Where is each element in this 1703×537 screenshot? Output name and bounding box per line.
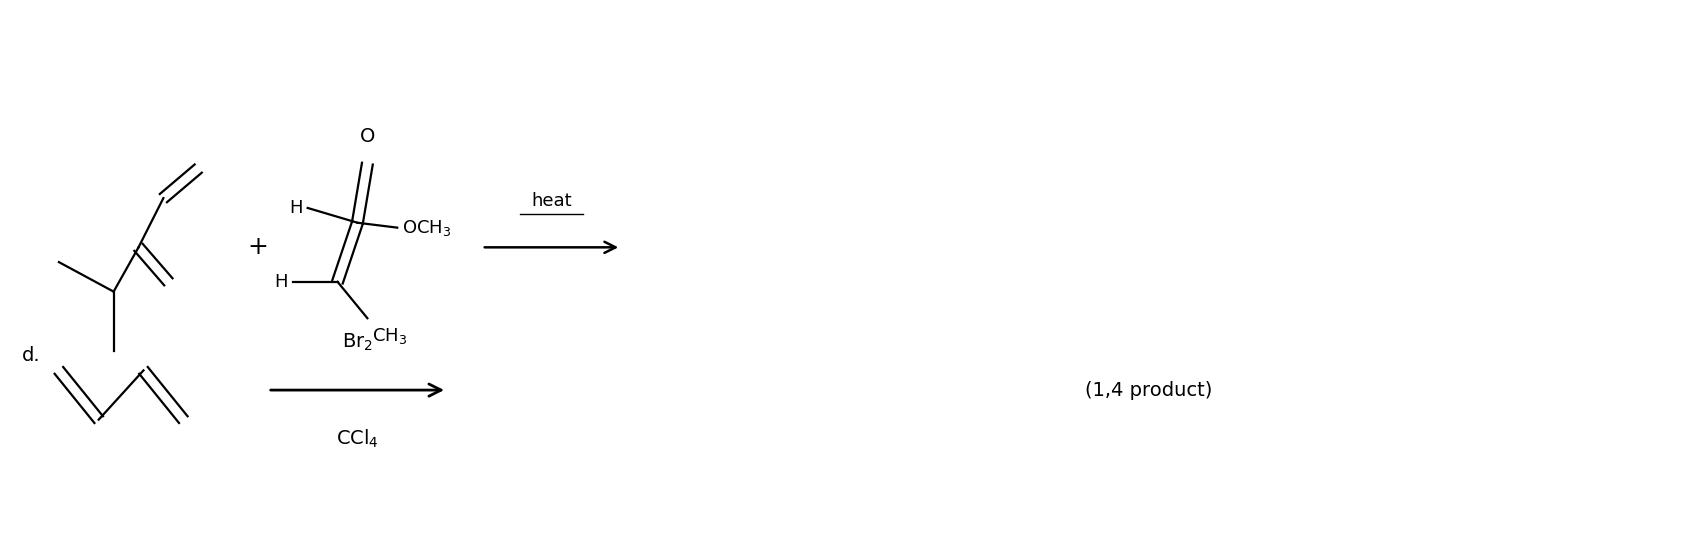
Text: H: H	[290, 199, 303, 217]
Text: (1,4 product): (1,4 product)	[1085, 381, 1213, 400]
Text: +: +	[247, 235, 269, 259]
Text: H: H	[274, 273, 288, 291]
Text: OCH$_3$: OCH$_3$	[402, 217, 451, 238]
Text: d.: d.	[22, 346, 41, 365]
Text: O: O	[359, 127, 375, 146]
Text: CH$_3$: CH$_3$	[373, 326, 407, 346]
Text: Br$_2$: Br$_2$	[342, 331, 373, 353]
Text: CCl$_4$: CCl$_4$	[335, 427, 378, 450]
Text: heat: heat	[531, 192, 572, 210]
